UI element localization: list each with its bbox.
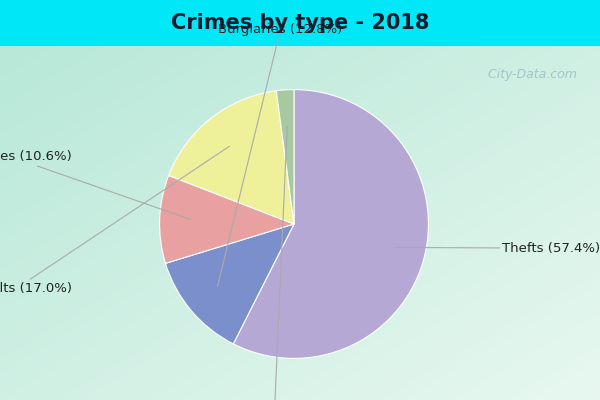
Wedge shape <box>166 224 294 344</box>
Wedge shape <box>277 90 294 224</box>
Wedge shape <box>169 91 294 224</box>
Text: Assaults (17.0%): Assaults (17.0%) <box>0 146 229 295</box>
Text: City-Data.com: City-Data.com <box>479 68 577 81</box>
Text: Burglaries (12.8%): Burglaries (12.8%) <box>218 23 343 286</box>
Text: Auto thefts (2.1%): Auto thefts (2.1%) <box>213 126 335 400</box>
Text: Thefts (57.4%): Thefts (57.4%) <box>395 242 600 255</box>
Text: Crimes by type - 2018: Crimes by type - 2018 <box>171 13 429 33</box>
Text: Robberies (10.6%): Robberies (10.6%) <box>0 150 191 220</box>
Wedge shape <box>160 176 294 263</box>
Wedge shape <box>233 90 428 358</box>
